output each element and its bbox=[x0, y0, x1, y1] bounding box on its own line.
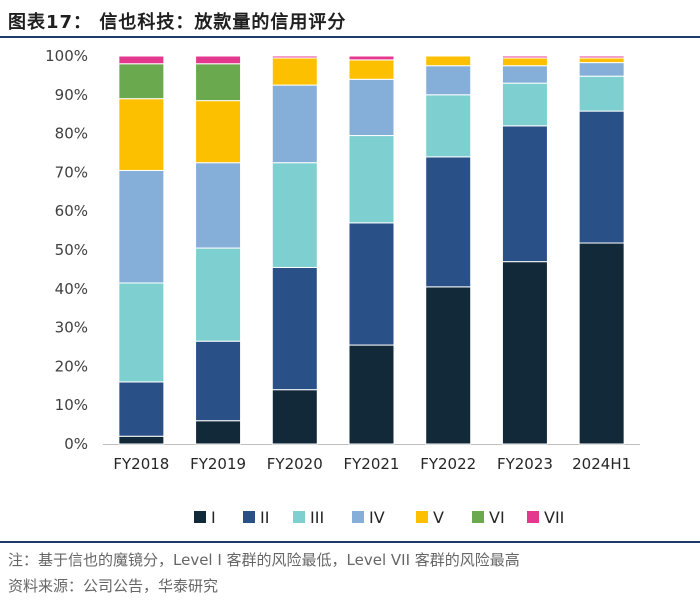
bar-segment-fy2023-ii bbox=[501, 125, 548, 263]
legend-label-i: I bbox=[211, 508, 216, 527]
x-tick-label: FY2019 bbox=[190, 455, 246, 473]
legend-label-vi: VI bbox=[489, 508, 505, 527]
bar-segment-fy2023-iv bbox=[501, 65, 548, 84]
bar-segment-fy2018-ii bbox=[118, 381, 165, 437]
bar-segment-fy2019-vii bbox=[195, 55, 242, 65]
legend-swatch-iv bbox=[352, 511, 364, 523]
bar-segment-fy2021-i bbox=[348, 344, 395, 445]
bar-segment-fy2023-i bbox=[501, 261, 548, 445]
legend-swatch-vii bbox=[527, 511, 539, 523]
bar-segment-fy2019-ii bbox=[195, 340, 242, 422]
bar-segment-fy2019-vi bbox=[195, 63, 242, 102]
legend-label-v: V bbox=[433, 508, 444, 527]
bar-segment-fy2022-iv bbox=[425, 65, 472, 96]
figure-source: 资料来源：公司公告，华泰研究 bbox=[8, 577, 219, 595]
bar-segment-fy2019-v bbox=[195, 100, 242, 164]
y-tick-label: 20% bbox=[55, 357, 88, 375]
bar-segment-fy2018-iv bbox=[118, 169, 165, 284]
y-tick-label: 40% bbox=[55, 280, 88, 298]
legend-label-iii: III bbox=[310, 508, 324, 527]
legend-label-vii: VII bbox=[544, 508, 564, 527]
bar-segment-fy2019-iv bbox=[195, 162, 242, 249]
legend-swatch-v bbox=[416, 511, 428, 523]
bar-segment-fy2021-ii bbox=[348, 222, 395, 346]
chart-bars bbox=[118, 55, 625, 445]
y-tick-label: 70% bbox=[55, 163, 88, 181]
bar-segment-2024h1-ii bbox=[578, 110, 625, 244]
bar-segment-fy2020-i bbox=[271, 389, 318, 445]
bar-segment-fy2022-ii bbox=[425, 156, 472, 288]
bar-segment-fy2020-iii bbox=[271, 162, 318, 268]
bar-segment-fy2023-iii bbox=[501, 82, 548, 127]
y-tick-label: 100% bbox=[45, 47, 88, 65]
bar-segment-fy2019-iii bbox=[195, 247, 242, 342]
x-tick-label: 2024H1 bbox=[572, 455, 631, 473]
bar-segment-fy2018-vi bbox=[118, 63, 165, 100]
x-axis-labels: FY2018 FY2019 FY2020 FY2021 FY2022 FY2023 2024… bbox=[113, 455, 631, 473]
bar-segment-fy2022-v bbox=[425, 55, 472, 67]
figure-note: 注：基于信也的魔镜分，Level I 客群的风险最低，Level VII 客群的… bbox=[8, 551, 520, 569]
x-tick-label: FY2023 bbox=[497, 455, 553, 473]
x-tick-label: FY2020 bbox=[267, 455, 323, 473]
bar-segment-fy2018-v bbox=[118, 98, 165, 171]
bar-segment-fy2018-iii bbox=[118, 282, 165, 383]
legend-label-ii: II bbox=[260, 508, 269, 527]
bar-segment-fy2022-i bbox=[425, 286, 472, 445]
y-tick-label: 50% bbox=[55, 241, 88, 259]
legend-swatch-vi bbox=[472, 511, 484, 523]
bar-segment-2024h1-iv bbox=[578, 62, 625, 77]
bar-segment-fy2020-vii bbox=[271, 55, 318, 59]
bar-segment-2024h1-v bbox=[578, 57, 625, 64]
chart-legend: I II III IV V VI VII bbox=[194, 508, 564, 527]
legend-swatch-ii bbox=[243, 511, 255, 523]
x-tick-label: FY2021 bbox=[344, 455, 400, 473]
bar-segment-fy2021-v bbox=[348, 59, 395, 80]
legend-swatch-iii bbox=[293, 511, 305, 523]
bar-segment-fy2020-v bbox=[271, 57, 318, 86]
bar-segment-fy2023-vii bbox=[501, 55, 548, 59]
bar-segment-fy2021-iv bbox=[348, 78, 395, 137]
bar-segment-fy2019-i bbox=[195, 420, 242, 445]
bar-segment-2024h1-i bbox=[578, 242, 625, 445]
x-tick-label: FY2022 bbox=[420, 455, 476, 473]
legend-swatch-i bbox=[194, 511, 206, 523]
y-tick-label: 80% bbox=[55, 125, 88, 143]
bar-segment-2024h1-iii bbox=[578, 75, 625, 112]
bar-segment-fy2021-iii bbox=[348, 135, 395, 224]
y-tick-label: 90% bbox=[55, 86, 88, 104]
figure-title: 图表17： 信也科技：放款量的信用评分 bbox=[8, 12, 347, 33]
top-rule bbox=[0, 36, 700, 38]
y-tick-label: 30% bbox=[55, 319, 88, 337]
legend-label-iv: IV bbox=[369, 508, 385, 527]
bar-segment-fy2021-vii bbox=[348, 55, 395, 61]
y-tick-label: 0% bbox=[64, 435, 88, 453]
bar-segment-fy2018-vii bbox=[118, 55, 165, 65]
bar-segment-fy2023-v bbox=[501, 57, 548, 67]
bar-segment-2024h1-vii bbox=[578, 55, 625, 59]
chart-axes: 0% 10% 20% 30% 40% 50% 60% 70% 80% 90% 100% bbox=[45, 47, 640, 453]
stacked-bar-chart: 0% 10% 20% 30% 40% 50% 60% 70% 80% 90% 100% FY2018… bbox=[45, 47, 640, 527]
bar-segment-fy2020-ii bbox=[271, 266, 318, 391]
bar-segment-fy2018-i bbox=[118, 435, 165, 445]
bottom-rule bbox=[0, 541, 700, 543]
bar-segment-fy2022-iii bbox=[425, 94, 472, 158]
y-tick-label: 60% bbox=[55, 202, 88, 220]
y-tick-label: 10% bbox=[55, 396, 88, 414]
x-tick-label: FY2018 bbox=[113, 455, 169, 473]
bar-segment-fy2020-iv bbox=[271, 84, 318, 164]
